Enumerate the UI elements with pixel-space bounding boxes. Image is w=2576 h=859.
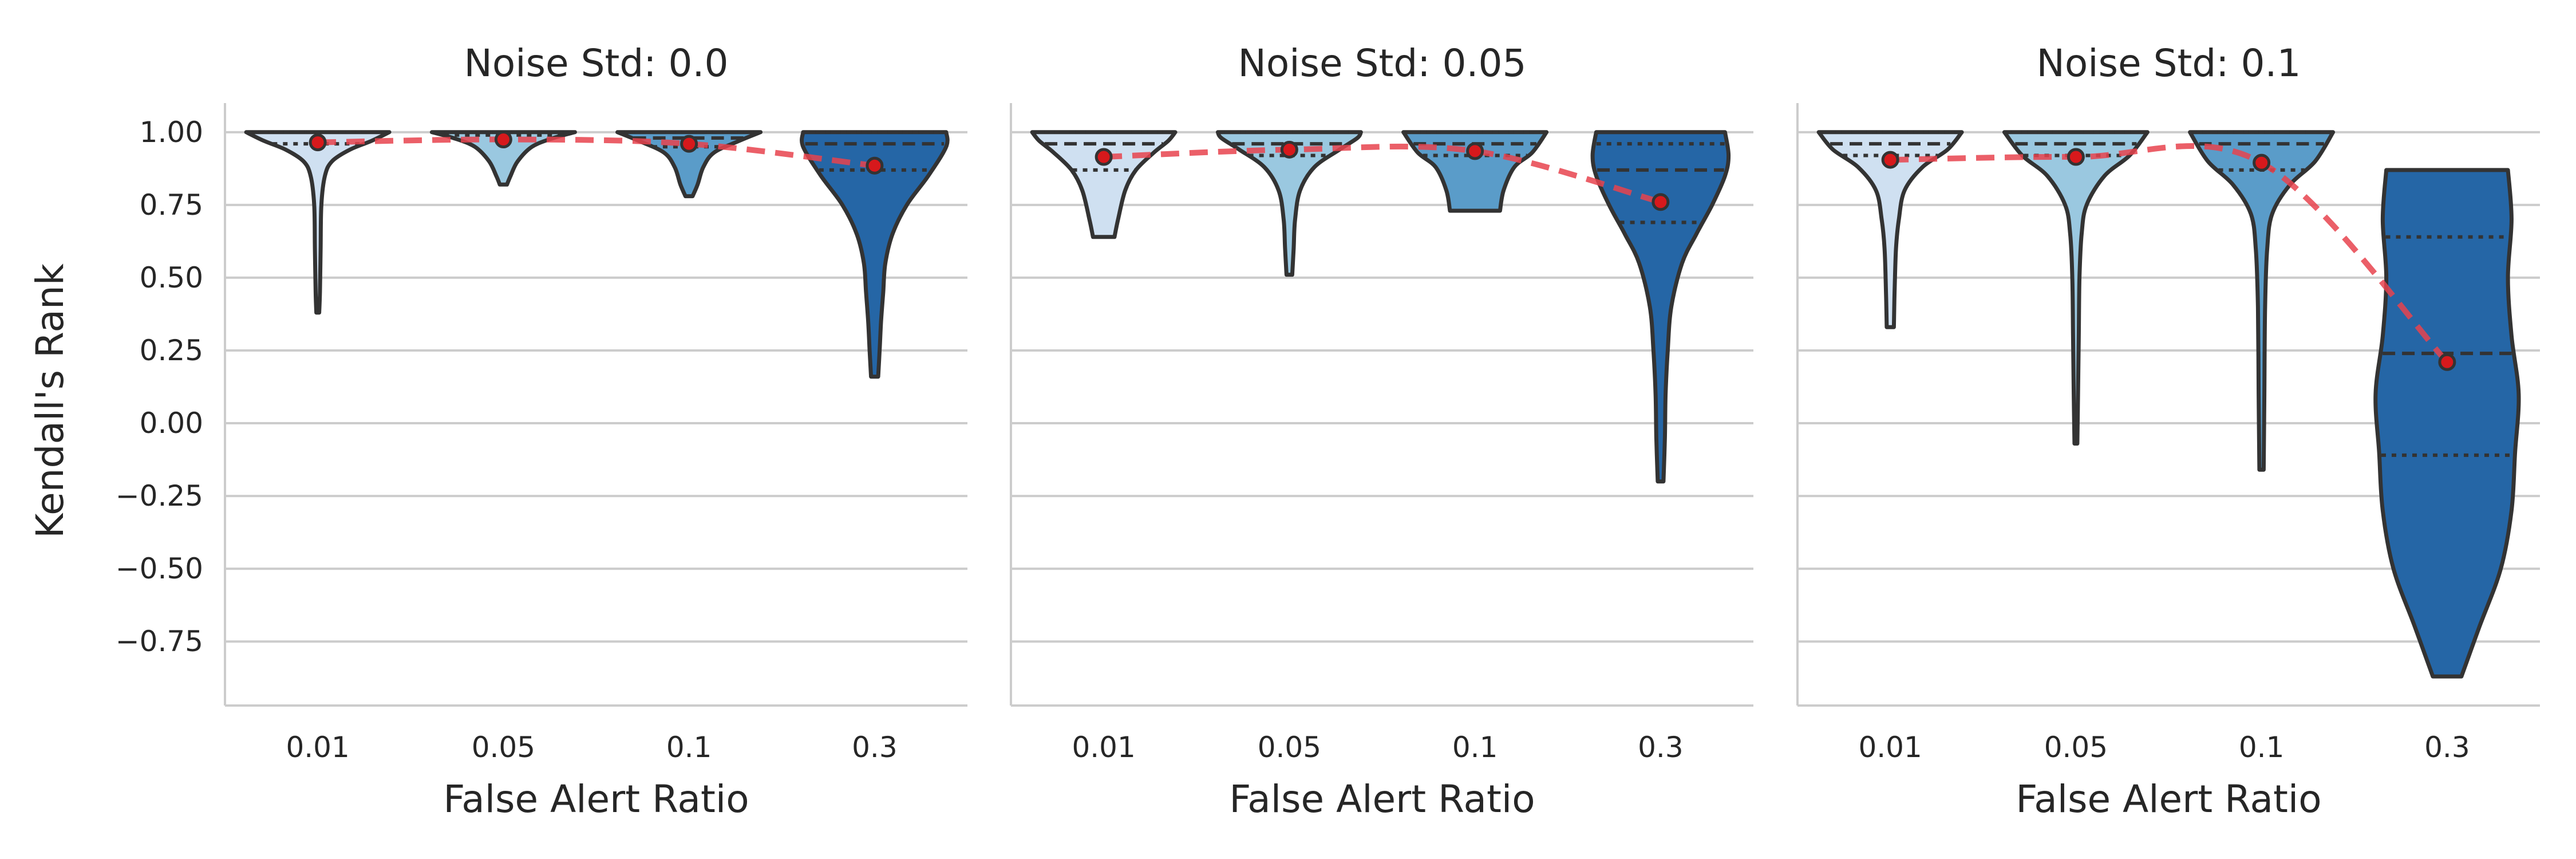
- violin-0.05: [1215, 130, 1363, 277]
- mean-point: [1280, 140, 1298, 159]
- x-tick-label: 0.05: [1258, 731, 1321, 764]
- mean-point: [680, 135, 698, 153]
- x-axis-label: False Alert Ratio: [1229, 777, 1535, 821]
- mean-point: [2253, 153, 2271, 172]
- panel-title: Noise Std: 0.0: [464, 41, 729, 85]
- violin-0.1: [615, 130, 763, 199]
- x-tick-label: 0.01: [1072, 731, 1135, 764]
- x-tick-label: 0.01: [286, 731, 349, 764]
- mean-point: [1095, 148, 1113, 166]
- mean-point: [1652, 193, 1670, 211]
- x-axis-label: False Alert Ratio: [443, 777, 749, 821]
- mean-trend-line: [318, 136, 875, 169]
- panel-2: Noise Std: 0.1 0.01 0.05 0.1 0.3 False Alert …: [1796, 41, 2540, 821]
- x-tick-label: 0.1: [1452, 731, 1498, 764]
- mean-point: [494, 131, 512, 149]
- panels: Noise Std: 0.0 −0.75 −0.50 −0.25 0.00 0.25 0.5…: [116, 41, 2540, 821]
- violin-0.3: [800, 130, 950, 379]
- mean-trend-line: [1890, 143, 2449, 364]
- violin-0.01: [1030, 130, 1178, 239]
- y-tick-label: −0.25: [116, 479, 203, 513]
- mean-trend-line: [1103, 143, 1662, 205]
- x-tick-label: 0.3: [852, 731, 898, 764]
- violin-0.01: [244, 130, 392, 315]
- x-tick-label: 0.01: [1858, 731, 1922, 764]
- mean-point: [1881, 151, 1899, 169]
- violin-0.01: [1816, 130, 1964, 329]
- violin-0.1: [2188, 130, 2336, 472]
- y-axis-label: Kendall's Rank: [28, 263, 72, 538]
- mean-point: [1466, 142, 1484, 160]
- y-tick-label: 0.50: [140, 261, 203, 294]
- y-tick-label: 0.25: [140, 334, 203, 367]
- mean-point: [2438, 353, 2456, 371]
- x-tick-label: 0.1: [2239, 731, 2285, 764]
- violin-0.1: [1401, 130, 1549, 213]
- y-tick-label: 0.75: [140, 188, 203, 222]
- y-tick-label: 1.00: [140, 116, 203, 149]
- mean-point: [309, 133, 327, 152]
- mean-point: [2067, 148, 2085, 166]
- y-tick-label: −0.50: [116, 552, 203, 585]
- x-tick-label: 0.3: [1638, 731, 1684, 764]
- mean-point: [866, 156, 884, 175]
- x-tick-label: 0.05: [472, 731, 535, 764]
- x-tick-label: 0.3: [2424, 731, 2470, 764]
- panel-title: Noise Std: 0.05: [1238, 41, 1527, 85]
- x-tick-label: 0.1: [666, 731, 712, 764]
- violin-0.3: [2373, 168, 2521, 679]
- x-tick-label: 0.05: [2044, 731, 2108, 764]
- y-tick-label: 0.00: [140, 407, 203, 440]
- panel-0: Noise Std: 0.0 −0.75 −0.50 −0.25 0.00 0.25 0.5…: [116, 41, 967, 821]
- violin-0.05: [2002, 130, 2150, 446]
- x-axis-label: False Alert Ratio: [2016, 777, 2321, 821]
- panel-1: Noise Std: 0.05 0.01 0.05 0.1 0.3 False Alert…: [1010, 41, 1753, 821]
- panel-title: Noise Std: 0.1: [2037, 41, 2301, 85]
- violin-0.3: [1590, 130, 1731, 484]
- y-tick-label: −0.75: [116, 625, 203, 658]
